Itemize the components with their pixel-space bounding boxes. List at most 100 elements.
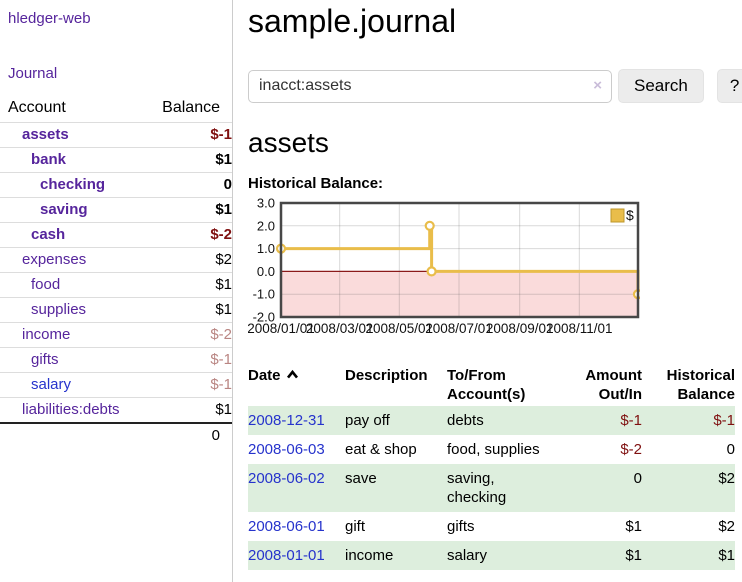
account-balance: $-2 (140, 222, 232, 248)
account-balance: $-1 (140, 372, 232, 398)
transaction-balance: $-1 (713, 412, 735, 429)
accounts-total-row: 0 (0, 422, 232, 448)
app-title-link[interactable]: hledger-web (8, 10, 91, 27)
account-balance: $1 (140, 297, 232, 323)
y-tick-label: 1.0 (257, 241, 275, 256)
account-balance: $-1 (140, 347, 232, 373)
search-form: × Search ? (248, 69, 742, 103)
register-table-body: 2008-12-31 pay off debts $-1 $-1 2008-06-03 ea… (248, 406, 735, 570)
account-balance: $1 (140, 272, 232, 298)
account-link[interactable]: saving (40, 201, 88, 218)
search-input[interactable] (248, 69, 612, 103)
y-tick-label: 2.0 (257, 218, 275, 233)
clear-search-icon[interactable]: × (593, 76, 602, 94)
main-content: sample.journal × Search ? assets Histori… (233, 0, 742, 570)
account-link[interactable]: supplies (31, 301, 87, 318)
transaction-description: save (345, 470, 377, 487)
transaction-date-link[interactable]: 2008-06-03 (248, 441, 325, 458)
account-row: checking 0 (0, 172, 232, 198)
account-balance: $1 (140, 397, 232, 423)
account-balance: $1 (140, 147, 232, 173)
transaction-amount: $-2 (620, 441, 642, 458)
sidebar: hledger-web Journal Account Balance asse… (0, 0, 233, 582)
accounts-total-value: 0 (0, 422, 232, 448)
account-link[interactable]: cash (31, 226, 66, 243)
transaction-accounts: gifts (447, 518, 475, 535)
account-row: gifts $-1 (0, 347, 232, 373)
transaction-date-link[interactable]: 2008-06-02 (248, 470, 325, 487)
account-link[interactable]: expenses (22, 251, 87, 268)
account-row: saving $1 (0, 197, 232, 223)
transaction-balance: 0 (726, 441, 735, 458)
register-row: 2008-12-31 pay off debts $-1 $-1 (248, 406, 735, 435)
account-balance: $-2 (140, 322, 232, 348)
data-point-marker (426, 266, 437, 277)
search-button[interactable]: Search (618, 69, 704, 103)
transaction-amount: $1 (625, 518, 642, 535)
account-row: liabilities:debts $1 (0, 397, 232, 423)
page-title: sample.journal (248, 3, 457, 39)
balance-column-header-main: Historical Balance (666, 367, 735, 403)
transaction-balance: $1 (718, 547, 735, 564)
x-tick-label: 2008/05/01 (366, 321, 434, 336)
register-row: 2008-01-01 income salary $1 $1 (248, 541, 735, 570)
transaction-accounts: debts (447, 412, 484, 429)
account-link[interactable]: food (31, 276, 61, 293)
account-row: cash $-2 (0, 222, 232, 248)
account-link[interactable]: bank (31, 151, 67, 168)
x-tick-label: 2008/09/01 (486, 321, 554, 336)
help-button[interactable]: ? (716, 69, 742, 103)
account-link[interactable]: checking (40, 176, 106, 193)
account-balance: $2 (140, 247, 232, 273)
x-tick-label: 2008/11/01 (546, 321, 613, 336)
transaction-amount: $-1 (620, 412, 642, 429)
negative-region (281, 271, 638, 317)
account-row: bank $1 (0, 147, 232, 173)
transaction-description: eat & shop (345, 441, 417, 458)
x-tick-label: 2008/03/01 (306, 321, 374, 336)
account-link[interactable]: salary (31, 376, 72, 393)
account-row: assets $-1 (0, 122, 232, 148)
plot-border (279, 201, 640, 319)
x-tick-label: 2008/01/01 (248, 321, 315, 336)
transaction-accounts: saving, checking (447, 470, 507, 506)
transaction-accounts: food, supplies (447, 441, 540, 458)
account-row: food $1 (0, 272, 232, 298)
transaction-balance: $2 (718, 470, 735, 487)
account-link[interactable]: liabilities:debts (22, 401, 120, 418)
account-column-header: Account (8, 99, 66, 116)
register-header-row: Date Description To/From Account(s) Amou… (248, 364, 735, 406)
account-link[interactable]: gifts (31, 351, 59, 368)
account-heading: assets (248, 127, 329, 158)
account-row: income $-2 (0, 322, 232, 348)
description-column-header: Description (345, 367, 428, 384)
tofrom-column-header: To/From Account(s) (447, 367, 526, 403)
y-tick-label: 3.0 (257, 198, 275, 211)
account-balance: $-1 (140, 122, 232, 148)
transaction-accounts: salary (447, 547, 488, 564)
transaction-description: gift (345, 518, 366, 535)
legend-swatch (610, 208, 625, 223)
date-column-header[interactable]: Date (248, 364, 345, 406)
account-link[interactable]: income (22, 326, 71, 343)
register-row: 2008-06-02 save saving, checking 0 $2 (248, 464, 735, 512)
sidebar-item-journal[interactable]: Journal (8, 65, 58, 82)
transaction-date-link[interactable]: 2008-01-01 (248, 547, 325, 564)
account-row: expenses $2 (0, 247, 232, 273)
transaction-date-link[interactable]: 2008-06-01 (248, 518, 325, 535)
transaction-date-link[interactable]: 2008-12-31 (248, 412, 325, 429)
account-balance: $1 (140, 197, 232, 223)
legend-label: $ (626, 207, 634, 223)
transaction-balance: $2 (718, 518, 735, 535)
y-tick-label: 0.0 (257, 264, 275, 279)
x-tick-label: 2008/07/01 (425, 321, 493, 336)
transaction-amount: $1 (625, 547, 642, 564)
chart-title: Historical Balance: (248, 175, 384, 192)
y-tick-label: -1.0 (253, 287, 275, 302)
amount-column-header: Amount Out/In (585, 367, 642, 403)
account-balance: 0 (140, 172, 232, 198)
balance-column-header: Balance (162, 99, 220, 116)
account-row: supplies $1 (0, 297, 232, 323)
transaction-description: pay off (345, 412, 390, 429)
account-link[interactable]: assets (22, 126, 69, 143)
